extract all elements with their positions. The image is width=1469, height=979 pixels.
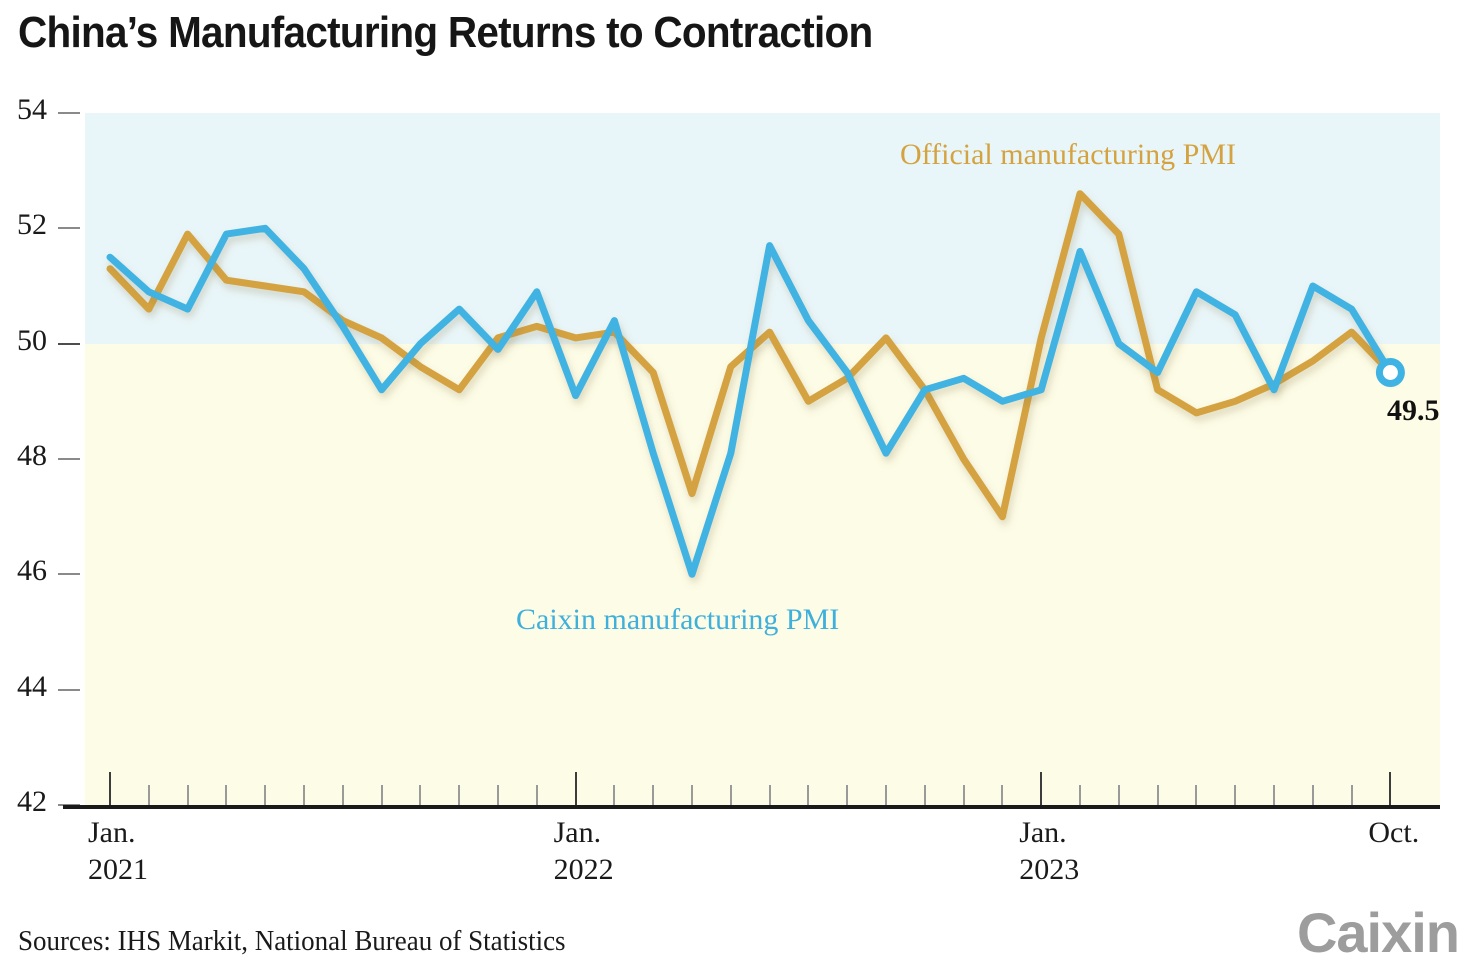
x-axis-label-month: Jan.: [1019, 816, 1067, 849]
x-axis-tick: [535, 785, 538, 805]
x-axis-label: Jan. 2023: [1019, 815, 1079, 888]
caixin-logo: Caixin: [1296, 901, 1460, 964]
y-axis-tick-label: 46: [17, 554, 47, 588]
x-axis-label-year: 2022: [553, 852, 614, 886]
x-axis-label-year: 2023: [1019, 852, 1080, 886]
x-axis-tick: [1079, 785, 1081, 805]
x-axis-tick: [613, 785, 616, 805]
x-axis-tick: [729, 785, 732, 805]
y-axis: 54 52 50 48 46 44 42: [0, 0, 85, 818]
x-axis-tick: [691, 785, 693, 805]
y-axis-tick-label: 50: [17, 323, 47, 357]
contraction-band: [85, 343, 1440, 805]
y-axis-tick-mark: [58, 227, 80, 230]
y-axis-tick-mark: [58, 458, 80, 460]
x-axis-tick: [574, 772, 577, 805]
x-axis-tick: [419, 785, 422, 805]
y-axis-tick-mark: [58, 112, 80, 114]
endpoint-marker: [1375, 358, 1405, 387]
x-axis-tick: [1195, 785, 1198, 805]
x-axis-line: [63, 805, 1440, 809]
x-axis-tick: [1273, 785, 1275, 805]
y-axis-tick-label: 52: [17, 208, 47, 242]
x-axis-tick: [341, 785, 344, 805]
x-axis-tick: [923, 785, 926, 805]
y-axis-tick-mark: [58, 573, 80, 576]
x-axis-tick: [1156, 785, 1159, 805]
x-axis-tick: [303, 785, 305, 805]
x-axis-label-year: 2021: [88, 852, 148, 886]
x-axis-label-month: Jan.: [553, 816, 602, 849]
x-axis-label-month: Jan.: [88, 816, 136, 849]
x-axis-tick: [380, 785, 383, 805]
legend-label-caixin: Caixin manufacturing PMI: [516, 603, 840, 636]
x-axis-tick: [768, 785, 771, 805]
x-axis-tick: [186, 785, 189, 805]
x-axis-tick: [225, 785, 228, 805]
x-axis-tick: [1001, 785, 1004, 805]
x-axis-label-month: Oct.: [1368, 816, 1420, 849]
x-axis-tick: [652, 785, 655, 805]
endpoint-value-label: 49.5: [1387, 394, 1440, 427]
x-axis-label: Oct.: [1368, 815, 1419, 852]
x-axis-tick: [147, 785, 150, 805]
x-axis-tick: [846, 785, 849, 805]
y-axis-tick-label: 48: [17, 439, 47, 472]
series-line-caixin: [106, 224, 1394, 578]
x-axis-tick: [807, 785, 810, 805]
y-axis-tick-mark: [58, 342, 80, 345]
x-axis-tick: [1389, 772, 1392, 805]
plot-area: [85, 113, 1440, 805]
x-axis-label: Jan. 2021: [88, 815, 148, 888]
x-axis-tick: [1040, 772, 1043, 805]
x-axis-tick: [109, 772, 111, 805]
x-axis-tick: [458, 785, 461, 805]
page-title: China’s Manufacturing Returns to Contrac…: [18, 8, 873, 57]
legend-label-official: Official manufacturing PMI: [900, 138, 1237, 171]
y-axis-tick-label: 44: [17, 669, 47, 703]
sources-note: Sources: IHS Markit, National Bureau of …: [18, 925, 566, 957]
x-axis-tick: [962, 785, 965, 805]
x-axis-tick: [497, 785, 499, 805]
x-axis-tick: [264, 785, 267, 805]
y-axis-tick-label: 54: [17, 93, 47, 126]
x-axis-tick: [1117, 785, 1120, 805]
x-axis-label: Jan. 2022: [554, 815, 614, 888]
x-axis-tick: [1234, 785, 1237, 805]
y-axis-tick-mark: [58, 688, 80, 691]
y-axis-tick-label: 42: [17, 785, 47, 818]
x-axis-tick: [885, 785, 887, 805]
x-axis-tick: [1311, 785, 1314, 805]
x-axis-tick: [1350, 785, 1353, 805]
